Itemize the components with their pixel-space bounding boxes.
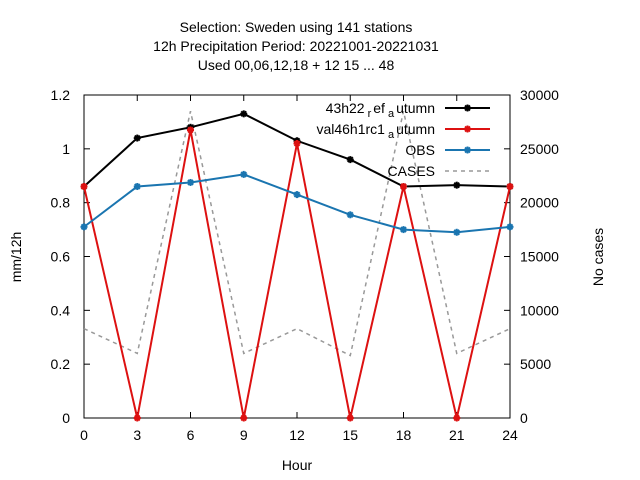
data-point	[346, 156, 354, 164]
data-point	[187, 178, 194, 186]
y-tick-label: 0.2	[51, 356, 71, 372]
title-line-1: Selection: Sweden using 141 stations	[180, 19, 413, 35]
legend-marker	[464, 125, 471, 133]
y-tick-label: 0.6	[51, 249, 71, 265]
y-tick-label: 1	[62, 141, 70, 157]
data-point	[133, 134, 141, 142]
y2-tick-label: 30000	[520, 87, 559, 103]
series-line	[83, 173, 511, 234]
data-point	[506, 223, 514, 231]
legend-marker	[464, 104, 471, 112]
x-axis-ticks: 0 3 6 9 12 15 18 21 24	[80, 95, 518, 443]
series-obs	[80, 170, 514, 236]
data-point	[346, 211, 354, 219]
x-tick-label: 24	[502, 427, 518, 443]
data-point	[80, 223, 88, 231]
data-point	[80, 183, 88, 191]
data-point	[506, 183, 514, 191]
y2-axis-label: No cases	[590, 228, 606, 286]
series-val46h1rc1-autumn	[80, 126, 514, 422]
data-point	[133, 414, 141, 422]
data-point	[400, 183, 407, 191]
legend-entry: 43h22 r ef a utumn	[326, 100, 490, 120]
title-line-2: 12h Precipitation Period: 20221001-20221…	[153, 38, 439, 54]
data-point	[187, 126, 194, 134]
title-line-3: Used 00,06,12,18 + 12 15 ... 48	[198, 57, 395, 73]
legend-entry: CASES	[388, 163, 490, 179]
data-point	[240, 170, 248, 178]
x-tick-label: 12	[289, 427, 305, 443]
y-axis-ticks: 0 0.2 0.4 0.6 0.8 1 1.2	[51, 87, 90, 426]
y2-tick-label: 0	[520, 410, 528, 426]
legend-entry: OBS	[405, 142, 490, 158]
data-point	[240, 110, 248, 118]
y2-tick-label: 25000	[520, 141, 559, 157]
x-tick-label: 21	[449, 427, 465, 443]
legend-label: val46h1rc1 a utumn	[316, 121, 435, 141]
y2-axis-ticks: 0 5000 10000 15000 20000 25000 30000	[504, 87, 559, 426]
y2-tick-label: 20000	[520, 195, 559, 211]
data-point	[453, 228, 461, 236]
legend-label: CASES	[388, 163, 435, 179]
series-line	[83, 129, 511, 419]
data-point	[240, 414, 248, 422]
y-tick-label: 1.2	[51, 87, 71, 103]
x-tick-label: 15	[342, 427, 358, 443]
y2-tick-label: 5000	[520, 356, 551, 372]
y2-tick-label: 15000	[520, 249, 559, 265]
x-tick-label: 0	[80, 427, 88, 443]
y2-tick-label: 10000	[520, 302, 559, 318]
data-point	[346, 414, 354, 422]
y-tick-label: 0	[62, 410, 70, 426]
x-tick-label: 3	[133, 427, 141, 443]
series-line	[83, 110, 511, 357]
data-point	[453, 181, 461, 189]
series-cases	[83, 110, 511, 357]
x-axis-label: Hour	[282, 457, 313, 473]
y-tick-label: 0.8	[51, 195, 71, 211]
x-tick-label: 18	[396, 427, 412, 443]
series-layer	[80, 110, 514, 422]
data-point	[400, 226, 407, 234]
legend-marker	[464, 146, 471, 154]
legend-label: OBS	[405, 142, 435, 158]
x-tick-label: 9	[240, 427, 248, 443]
y-axis-label: mm/12h	[8, 232, 24, 283]
legend-label: 43h22 r ef a utumn	[326, 100, 435, 120]
data-point	[453, 414, 461, 422]
x-tick-label: 6	[187, 427, 195, 443]
legend-entry: val46h1rc1 a utumn	[316, 121, 490, 141]
data-point	[293, 139, 301, 147]
data-point	[293, 191, 301, 199]
data-point	[133, 183, 141, 191]
chart-title: Selection: Sweden using 141 stations 12h…	[153, 19, 439, 73]
y-tick-label: 0.4	[51, 302, 71, 318]
